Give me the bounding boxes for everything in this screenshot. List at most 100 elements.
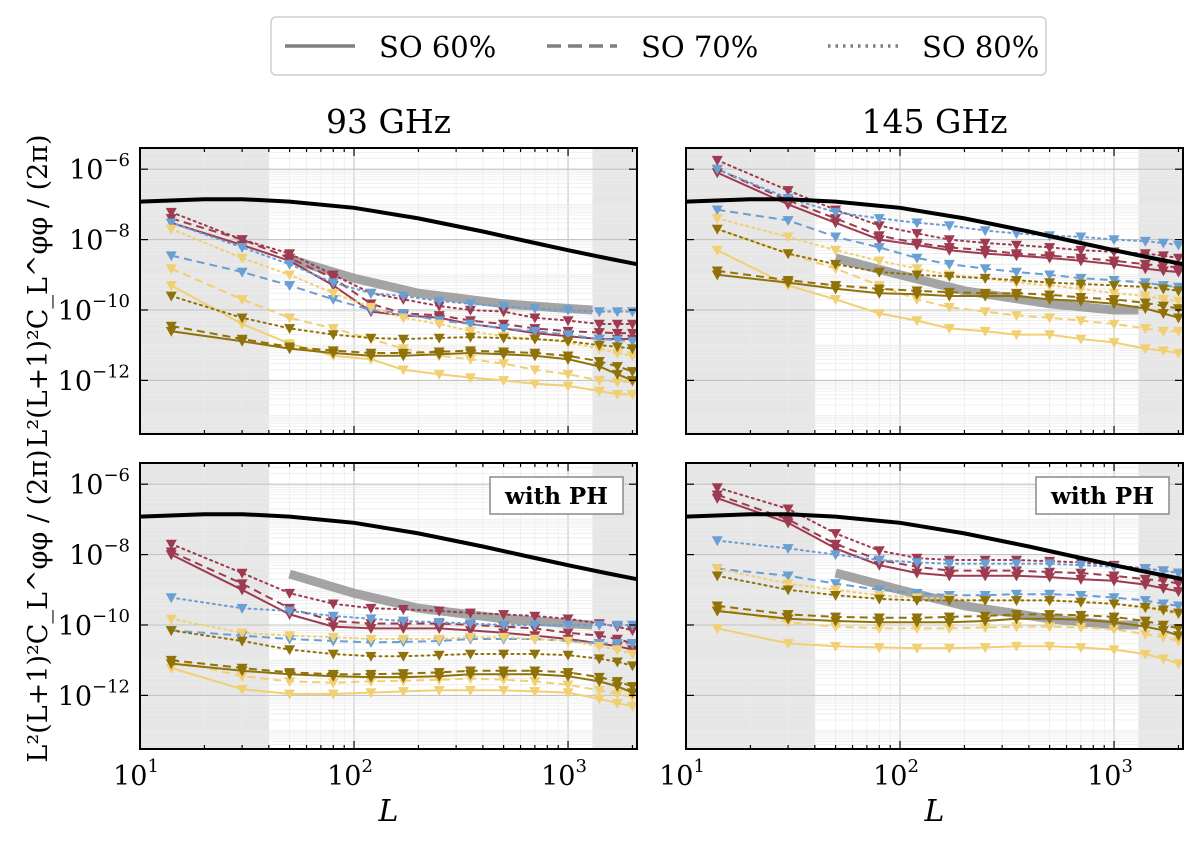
- data-point: [284, 342, 296, 353]
- data-point: [464, 373, 476, 384]
- data-point: [433, 296, 445, 307]
- data-point: [1157, 566, 1169, 577]
- data-point: [284, 668, 296, 679]
- data-point: [873, 594, 885, 605]
- series-olive-solid: [171, 662, 633, 694]
- data-point: [529, 620, 541, 631]
- data-point: [464, 299, 476, 310]
- series-red-dashed: [716, 168, 1179, 269]
- data-point: [782, 571, 794, 582]
- data-point: [562, 614, 574, 625]
- data-point: [830, 590, 842, 601]
- annotation-label: with PH: [504, 483, 608, 510]
- data-point: [782, 504, 794, 515]
- lensing-signal-curve: [686, 197, 1183, 267]
- data-point: [830, 295, 842, 306]
- data-point: [529, 348, 541, 359]
- data-point: [626, 661, 637, 672]
- shaded-region: [592, 148, 637, 434]
- data-point: [165, 251, 177, 262]
- data-point: [611, 677, 623, 688]
- data-point: [943, 235, 955, 246]
- data-point: [782, 585, 794, 596]
- data-point: [873, 585, 885, 596]
- data-point: [911, 596, 923, 607]
- data-point: [1044, 596, 1056, 607]
- data-point: [830, 550, 842, 561]
- data-point: [327, 288, 339, 299]
- series-red-dotted: [716, 159, 1180, 259]
- data-point: [1044, 589, 1056, 600]
- data-point: [1157, 295, 1169, 306]
- data-point: [433, 319, 445, 330]
- series-red-solid: [716, 497, 1179, 593]
- data-point: [593, 672, 605, 683]
- data-point: [562, 668, 574, 679]
- data-point: [873, 243, 885, 254]
- data-point: [397, 348, 409, 359]
- data-point: [830, 207, 842, 218]
- data-point: [562, 620, 574, 631]
- x-axis-label: L: [378, 794, 399, 829]
- data-point: [1044, 270, 1056, 281]
- legend-label: SO 80%: [922, 30, 1039, 64]
- series-yellow-dotted: [170, 617, 634, 655]
- data-point: [284, 281, 296, 292]
- data-point: [236, 243, 248, 254]
- data-point: [397, 313, 409, 324]
- data-point: [943, 272, 955, 283]
- data-point: [1108, 593, 1120, 604]
- lensing-signal-curve: [140, 512, 637, 582]
- data-point: [711, 601, 723, 612]
- series-yellow-dashed: [716, 228, 1179, 333]
- data-point: [979, 596, 991, 607]
- data-point: [1075, 245, 1087, 256]
- data-point: [979, 226, 991, 237]
- data-point: [1172, 601, 1183, 612]
- data-point: [397, 616, 409, 627]
- data-point: [562, 305, 574, 316]
- data-point: [611, 390, 623, 401]
- data-point: [873, 555, 885, 566]
- x-tick-label: 101: [659, 756, 705, 792]
- data-point: [611, 362, 623, 373]
- data-point: [1010, 559, 1022, 570]
- series-yellow-solid: [171, 667, 633, 707]
- data-point: [1139, 344, 1151, 355]
- data-point: [397, 687, 409, 698]
- data-point: [979, 288, 991, 299]
- data-point: [911, 229, 923, 240]
- data-point: [1044, 278, 1056, 289]
- series-blue-dashed: [717, 208, 1179, 288]
- series-blue-dotted: [716, 168, 1180, 246]
- series-red-dashed: [716, 493, 1179, 585]
- data-point: [1157, 284, 1169, 295]
- panel-title: 93 GHz: [326, 102, 451, 141]
- data-point: [911, 253, 923, 264]
- data-point: [397, 669, 409, 680]
- data-point: [1108, 338, 1120, 349]
- data-point: [165, 224, 177, 235]
- data-point: [830, 585, 842, 596]
- data-point: [1010, 267, 1022, 278]
- data-point: [365, 688, 377, 699]
- annotation-label: with PH: [1050, 483, 1154, 510]
- data-point: [611, 620, 623, 631]
- data-point: [1108, 599, 1120, 610]
- data-point: [1157, 654, 1169, 665]
- data-point: [943, 287, 955, 298]
- data-point: [611, 342, 623, 353]
- data-point: [464, 685, 476, 696]
- data-point: [327, 599, 339, 610]
- data-point: [593, 340, 605, 351]
- data-point: [911, 264, 923, 275]
- x-tick-label: 102: [873, 756, 919, 792]
- data-point: [1172, 253, 1183, 264]
- data-point: [464, 608, 476, 619]
- data-point: [464, 649, 476, 660]
- data-point: [711, 164, 723, 175]
- data-point: [593, 356, 605, 367]
- data-point: [498, 685, 510, 696]
- data-point: [433, 685, 445, 696]
- data-point: [830, 259, 842, 270]
